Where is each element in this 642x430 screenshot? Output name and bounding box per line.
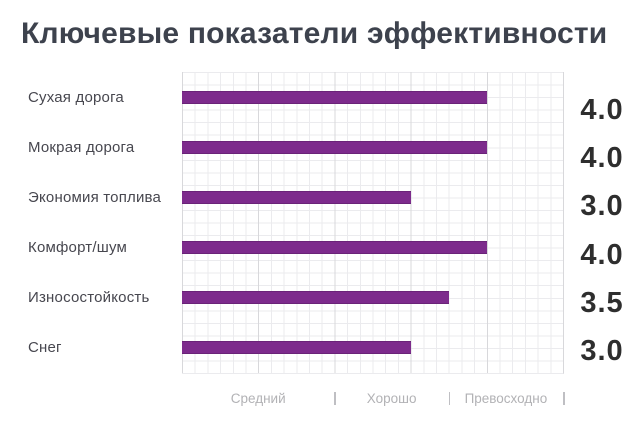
rating-zone-label: Средний: [230, 391, 286, 406]
rating-zone-label: Превосходно: [464, 391, 548, 406]
bar: [182, 291, 449, 305]
category-label: Мокрая дорога: [28, 138, 135, 156]
rating-zone-label: Хорошо: [366, 391, 417, 406]
category-label: Сухая дорога: [28, 88, 124, 106]
chart-title: Ключевые показатели эффективности: [21, 17, 608, 50]
category-label: Комфорт/шум: [28, 239, 128, 257]
value-label: 4.0: [580, 238, 624, 271]
value-label: 4.0: [580, 94, 624, 126]
value-label: 3.0: [580, 190, 624, 223]
bar: [182, 140, 487, 154]
category-label: Снег: [28, 339, 62, 357]
bar: [182, 190, 411, 204]
bar: [182, 341, 411, 355]
category-label: Экономия топлива: [28, 188, 162, 206]
category-label: Износостойкость: [28, 289, 150, 307]
rating-zone-tick: [334, 392, 336, 405]
value-label: 3.0: [580, 335, 624, 367]
value-label: 3.5: [580, 286, 624, 319]
plot-area: [182, 72, 564, 374]
value-label: 4.0: [580, 142, 624, 175]
bar: [182, 90, 487, 104]
rating-zone-tick: [563, 392, 565, 405]
bar: [182, 241, 487, 255]
rating-zone-tick: [448, 392, 451, 405]
